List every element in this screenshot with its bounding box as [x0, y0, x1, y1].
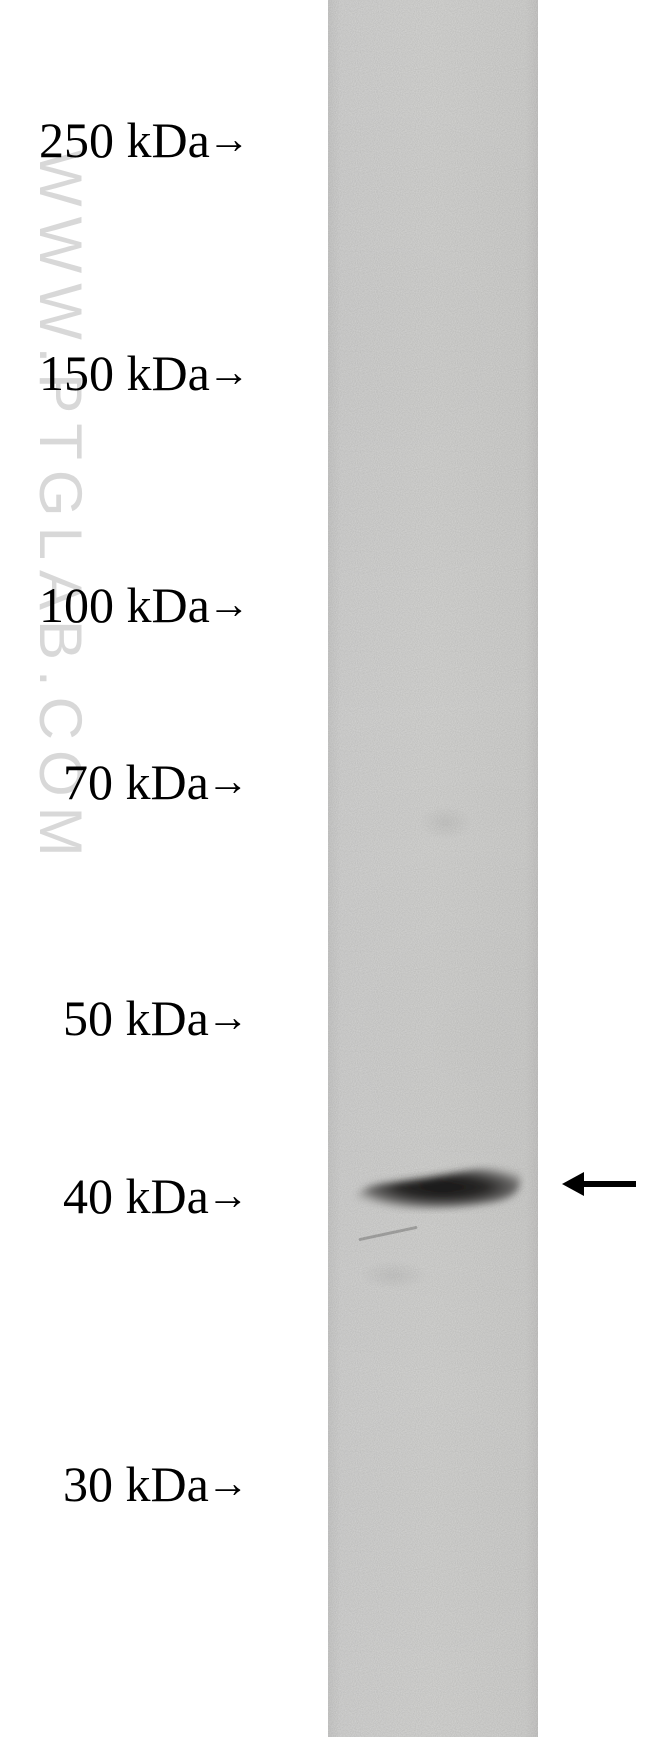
arrow-right-icon: → — [207, 1460, 249, 1508]
marker-label-value: 250 kDa — [39, 111, 210, 169]
faint-mark — [358, 1260, 428, 1290]
western-blot-figure: WWW.PTGLAB.COM 250 kDa→ 150 kDa→ 100 kDa… — [0, 0, 650, 1737]
arrow-right-icon: → — [208, 349, 250, 397]
marker-100kda: 100 kDa→ — [39, 576, 250, 634]
marker-70kda: 70 kDa→ — [63, 753, 249, 811]
marker-150kda: 150 kDa→ — [39, 344, 250, 402]
marker-250kda: 250 kDa→ — [39, 111, 250, 169]
marker-30kda: 30 kDa→ — [63, 1455, 249, 1513]
faint-mark — [418, 805, 473, 840]
arrow-right-icon: → — [207, 758, 249, 806]
marker-label-value: 150 kDa — [39, 344, 210, 402]
marker-label-value: 40 kDa — [63, 1167, 209, 1225]
arrow-right-icon: → — [207, 994, 249, 1042]
marker-label-value: 100 kDa — [39, 576, 210, 634]
arrow-right-icon: → — [208, 116, 250, 164]
arrow-right-icon: → — [207, 1172, 249, 1220]
marker-label-value: 70 kDa — [63, 753, 209, 811]
band-shape-icon — [340, 1145, 526, 1230]
arrow-left-icon — [560, 1163, 638, 1205]
blot-lane — [328, 0, 538, 1737]
marker-50kda: 50 kDa→ — [63, 989, 249, 1047]
arrow-right-icon: → — [208, 581, 250, 629]
lane-noise-texture — [328, 0, 538, 1737]
protein-band-40kda — [340, 1145, 526, 1230]
marker-40kda: 40 kDa→ — [63, 1167, 249, 1225]
marker-label-value: 50 kDa — [63, 989, 209, 1047]
marker-label-value: 30 kDa — [63, 1455, 209, 1513]
result-arrow-icon — [560, 1150, 638, 1219]
